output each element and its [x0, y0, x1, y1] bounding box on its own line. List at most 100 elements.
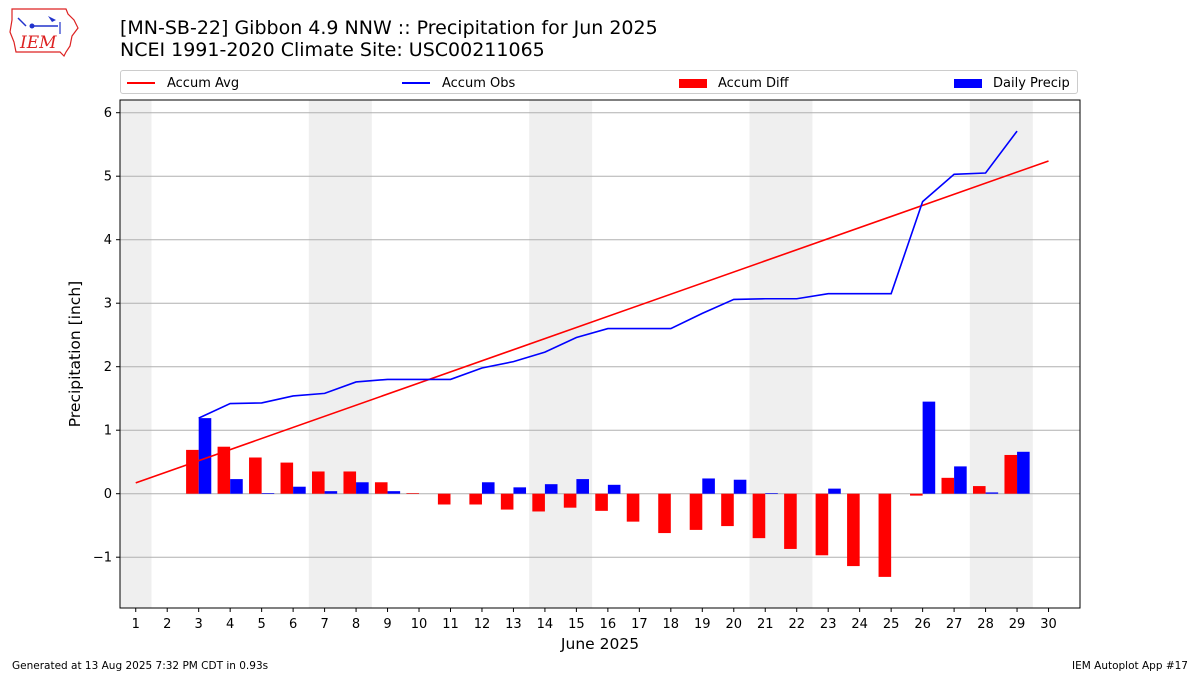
- x-tick-label: 28: [977, 617, 994, 632]
- x-tick-label: 24: [851, 617, 868, 632]
- y-tick-label: −1: [93, 551, 112, 566]
- accum-diff-bar: [374, 482, 388, 494]
- x-tick-label: 3: [195, 617, 203, 632]
- x-tick-label: 21: [757, 617, 774, 632]
- daily-precip-bar: [607, 484, 621, 494]
- legend-item-accum-diff: Accum Diff: [679, 74, 789, 92]
- x-tick-label: 15: [568, 617, 585, 632]
- accum-diff-bar: [658, 493, 671, 534]
- accum-obs-swatch: [402, 82, 430, 84]
- daily-precip-bar: [733, 479, 747, 494]
- accum-diff-bar: [847, 493, 860, 567]
- legend-item-accum-obs: Accum Obs: [402, 74, 515, 92]
- legend-label-daily-precip: Daily Precip: [993, 75, 1070, 91]
- y-tick-label: 3: [104, 297, 112, 312]
- accum-diff-bar: [815, 493, 829, 556]
- x-tick-label: 18: [663, 617, 680, 632]
- x-tick-label: 7: [320, 617, 328, 632]
- accum-diff-bar: [406, 493, 420, 494]
- x-tick-label: 26: [914, 617, 931, 632]
- title-line-2: NCEI 1991-2020 Climate Site: USC00211065: [120, 39, 545, 61]
- daily-precip-bar: [544, 484, 558, 494]
- daily-precip-bar: [922, 401, 936, 494]
- accum-diff-bar: [972, 486, 986, 494]
- daily-precip-bar: [985, 492, 999, 494]
- accum-diff-bar: [280, 462, 294, 494]
- accum-diff-bar: [752, 493, 766, 539]
- accum-diff-bar: [249, 457, 262, 494]
- x-tick-label: 10: [411, 617, 428, 632]
- accum-obs-line: [198, 130, 1018, 419]
- x-tick-label: 4: [226, 617, 234, 632]
- x-tick-label: 25: [883, 617, 900, 632]
- daily-precip-bar: [198, 418, 212, 494]
- legend: Accum Avg Accum Obs Accum Diff Daily Pre…: [120, 70, 1078, 94]
- y-axis-label: Precipitation [inch]: [66, 281, 84, 427]
- accum-diff-bar: [878, 493, 892, 577]
- y-tick-label: 1: [104, 424, 112, 439]
- daily-precip-bar: [954, 466, 967, 494]
- accum-diff-bar: [784, 493, 797, 549]
- logo-text: IEM: [19, 33, 57, 53]
- legend-item-accum-avg: Accum Avg: [127, 74, 239, 92]
- x-tick-label: 27: [946, 617, 963, 632]
- footer-app: IEM Autoplot App #17: [1072, 660, 1188, 672]
- daily-precip-swatch: [954, 78, 982, 88]
- accum-diff-bar: [626, 493, 640, 522]
- x-axis-label: June 2025: [560, 635, 639, 653]
- daily-precip-bar: [324, 491, 338, 494]
- accum-diff-bar: [217, 446, 231, 494]
- x-tick-label: 5: [257, 617, 265, 632]
- daily-precip-bar: [702, 478, 715, 494]
- daily-precip-bar: [261, 493, 275, 494]
- x-tick-label: 23: [820, 617, 837, 632]
- legend-label-accum-avg: Accum Avg: [167, 75, 240, 91]
- x-tick-label: 19: [694, 617, 711, 632]
- accum-diff-bar: [437, 493, 451, 505]
- accum-diff-swatch: [679, 78, 707, 88]
- footer-generated: Generated at 13 Aug 2025 7:32 PM CDT in …: [12, 660, 269, 672]
- legend-label-accum-obs: Accum Obs: [442, 75, 516, 91]
- accum-diff-bar: [563, 493, 577, 508]
- accum-diff-bar: [910, 493, 923, 496]
- accum-diff-bar: [312, 471, 325, 494]
- accum-diff-bar: [343, 471, 357, 494]
- x-tick-label: 2: [163, 617, 171, 632]
- accum-diff-bar: [1004, 454, 1018, 494]
- daily-precip-bar: [513, 487, 527, 494]
- x-tick-label: 20: [725, 617, 742, 632]
- x-tick-label: 22: [788, 617, 805, 632]
- accum-diff-bar: [941, 477, 955, 494]
- iem-logo: IEM: [8, 6, 80, 58]
- daily-precip-bar: [230, 479, 243, 494]
- accum-avg-swatch: [127, 82, 155, 84]
- accum-diff-bar: [689, 493, 703, 530]
- accum-diff-bar: [469, 493, 482, 505]
- accum-avg-line: [135, 160, 1049, 484]
- x-tick-label: 8: [352, 617, 360, 632]
- legend-item-daily-precip: Daily Precip: [954, 74, 1070, 92]
- accum-diff-bar: [500, 493, 514, 510]
- x-tick-label: 12: [474, 617, 491, 632]
- y-tick-label: 0: [104, 487, 112, 502]
- x-tick-label: 17: [631, 617, 648, 632]
- x-tick-label: 13: [505, 617, 522, 632]
- x-tick-label: 9: [383, 617, 391, 632]
- y-tick-label: 5: [104, 170, 112, 185]
- x-tick-label: 29: [1009, 617, 1026, 632]
- daily-precip-bar: [387, 491, 401, 494]
- y-tick-label: 6: [104, 106, 112, 121]
- accum-diff-bar: [721, 493, 734, 527]
- accum-diff-bar: [532, 493, 545, 512]
- x-tick-label: 11: [442, 617, 459, 632]
- plot-frame: [119, 99, 1081, 609]
- x-tick-label: 14: [537, 617, 554, 632]
- title-line-1: [MN-SB-22] Gibbon 4.9 NNW :: Precipitati…: [120, 17, 658, 39]
- x-tick-label: 1: [132, 617, 140, 632]
- daily-precip-bar: [1017, 451, 1030, 494]
- daily-precip-bar: [481, 482, 495, 494]
- chart-title: [MN-SB-22] Gibbon 4.9 NNW :: Precipitati…: [120, 17, 658, 61]
- daily-precip-bar: [293, 486, 306, 494]
- daily-precip-bar: [576, 479, 589, 494]
